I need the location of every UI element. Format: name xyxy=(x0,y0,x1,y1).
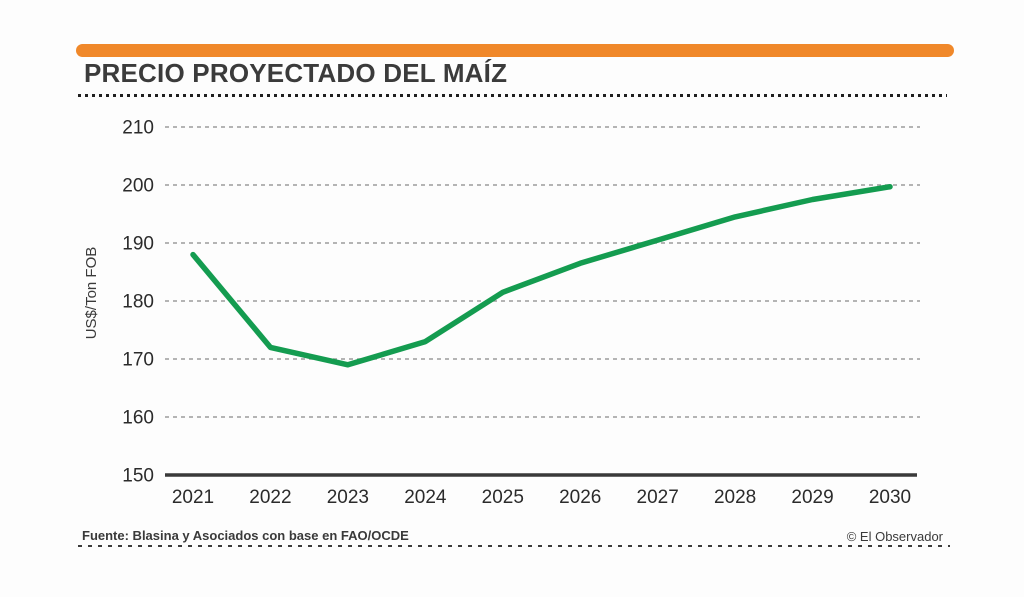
y-tick-label-210: 210 xyxy=(122,118,154,139)
page-title: PRECIO PROYECTADO DEL MAÍZ xyxy=(84,58,508,88)
price-projection-line xyxy=(190,183,893,368)
accent-bar xyxy=(76,44,954,57)
x-tick-label-2030: 2030 xyxy=(869,487,911,508)
y-tick-label-200: 200 xyxy=(122,176,154,197)
x-tick-label-2024: 2024 xyxy=(404,487,447,508)
x-tick-label-2028: 2028 xyxy=(714,487,756,508)
title-dotted-rule xyxy=(78,94,947,97)
x-tick-label-2023: 2023 xyxy=(327,487,369,508)
x-tick-label-2022: 2022 xyxy=(249,487,291,508)
x-tick-label-2025: 2025 xyxy=(482,487,524,508)
x-tick-label-2027: 2027 xyxy=(637,487,679,508)
source-text: Fuente: Blasina y Asociados con base en … xyxy=(82,528,409,543)
y-tick-label-170: 170 xyxy=(122,350,154,371)
y-axis-title: US$/Ton FOB xyxy=(83,247,100,340)
x-tick-label-2029: 2029 xyxy=(791,487,833,508)
x-tick-label-2021: 2021 xyxy=(172,487,214,508)
x-tick-label-2026: 2026 xyxy=(559,487,601,508)
credit-text: © El Observador xyxy=(846,529,943,544)
footer-dashed-rule xyxy=(78,545,950,547)
y-tick-label-180: 180 xyxy=(122,292,154,313)
y-tick-label-150: 150 xyxy=(122,466,154,487)
y-tick-label-160: 160 xyxy=(122,408,154,429)
y-tick-label-190: 190 xyxy=(122,234,154,255)
